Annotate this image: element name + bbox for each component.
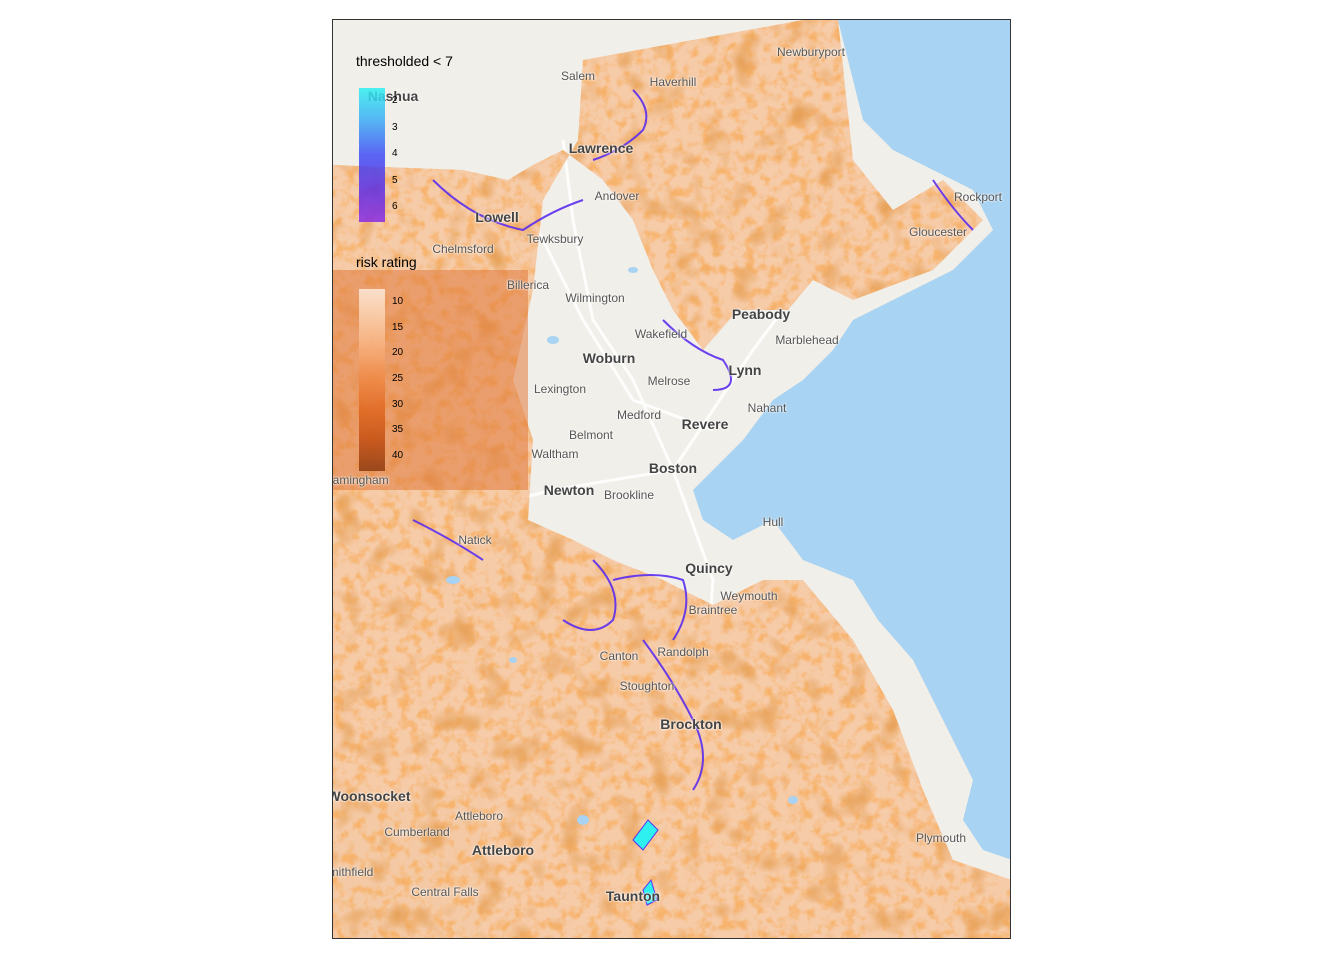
legend-tick-label: 3: [392, 121, 398, 133]
place-label: Chelmsford: [432, 242, 494, 256]
place-label: Billerica: [506, 278, 550, 292]
place-label: Woburn: [582, 350, 636, 366]
place-label: Weymouth: [720, 589, 778, 603]
place-label: Braintree: [688, 603, 738, 617]
place-label: Belmont: [568, 428, 614, 442]
threshold-patch: [642, 878, 658, 906]
legend-tick-label: 5: [392, 174, 398, 186]
place-label: Nahant: [747, 401, 787, 415]
place-label: Revere: [681, 416, 729, 432]
place-label: Rockport: [953, 190, 1003, 204]
legend-tick-label: 4: [392, 148, 398, 159]
place-label: Waltham: [531, 447, 579, 461]
place-label: Quincy: [685, 560, 733, 576]
place-label: Taunton: [605, 888, 661, 904]
place-label: Boston: [648, 460, 698, 476]
legend-tick-label: 40: [392, 450, 404, 461]
legend-tick-label: 6: [392, 201, 398, 212]
place-label: Lexington: [533, 382, 587, 396]
place-label: Salem: [560, 69, 596, 83]
place-label: Lowell: [475, 209, 519, 225]
lakes: [446, 267, 798, 825]
legend-tick-label: 10: [392, 296, 404, 307]
legend-tick-label: 15: [392, 321, 404, 333]
place-label: Central Falls: [411, 885, 479, 899]
place-label: Attleboro: [454, 809, 504, 823]
place-label: Cumberland: [384, 825, 450, 839]
place-label: Canton: [599, 649, 639, 663]
place-label: Lawrence: [568, 140, 634, 156]
place-label: Newton: [543, 482, 595, 498]
risk-legend-title: risk rating: [356, 254, 417, 270]
place-label: Lynn: [728, 362, 762, 378]
place-label: Peabody: [731, 306, 791, 322]
place-label: Smithfield: [333, 865, 374, 879]
place-label: Natick: [458, 533, 492, 547]
place-label: Brockton: [660, 716, 722, 732]
threshold-legend-colorbar: [359, 88, 385, 222]
legend-tick-label: 35: [392, 424, 404, 436]
place-label: Framingham: [332, 473, 389, 487]
place-label: Andover: [594, 189, 640, 203]
place-label: Stoughton: [619, 679, 675, 693]
place-label: Haverhill: [649, 75, 697, 89]
legend-tick-label: 30: [392, 398, 404, 410]
place-label: Newburyport: [776, 45, 846, 59]
place-label: Marblehead: [775, 333, 839, 347]
ocean: [693, 20, 1010, 860]
place-label: Wilmington: [565, 291, 625, 305]
place-label: Medford: [616, 408, 662, 422]
place-label: Randolph: [657, 645, 709, 659]
risk-map[interactable]: [333, 20, 1011, 939]
place-label: Hull: [762, 515, 784, 529]
place-label: Wakefield: [634, 327, 688, 341]
threshold-patch: [632, 819, 659, 851]
place-label: Tewksbury: [526, 232, 584, 246]
legend-tick-label: 25: [392, 373, 404, 384]
place-label: Brookline: [603, 488, 655, 502]
legend-tick-label: 2: [392, 95, 398, 106]
map-panel[interactable]: Salem Haverhill Newburyport Nashua Lawrence A…: [332, 19, 1011, 939]
place-label: Plymouth: [915, 831, 967, 845]
place-label: Attleboro: [471, 842, 535, 858]
legend-tick-label: 20: [392, 347, 404, 359]
place-label: Gloucester: [908, 225, 968, 239]
place-label: Melrose: [647, 374, 691, 388]
risk-legend-colorbar: [359, 289, 385, 471]
threshold-legend-title: thresholded < 7: [356, 53, 453, 69]
threshold-features: [412, 89, 974, 791]
place-label: Woonsocket: [332, 788, 411, 804]
